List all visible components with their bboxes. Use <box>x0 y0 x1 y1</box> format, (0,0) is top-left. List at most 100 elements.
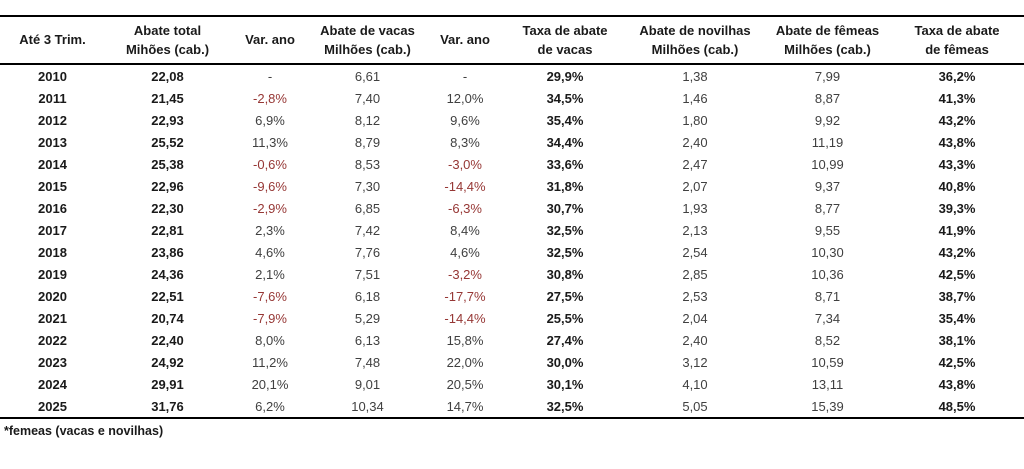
value-cell: 8,4% <box>450 222 480 238</box>
value-cell: -7,6% <box>253 288 287 304</box>
value-cell: 42,5% <box>938 354 976 370</box>
col-header-var-ano-total: Var. ano <box>230 16 310 65</box>
table-row: 2010 22,08 - 6,61 - 29,9% 1,38 7,99 36,2% <box>0 64 1024 87</box>
value-cell: 9,6% <box>450 112 480 128</box>
col-header-line2: Milhões (cab.) <box>784 42 871 57</box>
col-header-line1: Taxa de abate <box>522 22 608 38</box>
value-cell: 11,2% <box>252 354 288 370</box>
value-cell: 20,1% <box>251 376 289 392</box>
table-row: 2020 22,51 -7,6% 6,18 -17,7% 27,5% 2,53 8,71 38,… <box>0 285 1024 307</box>
value-cell: 2,54 <box>682 244 708 260</box>
value-cell: 3,12 <box>682 354 708 370</box>
year-cell: 2023 <box>38 354 67 370</box>
value-cell: -6,3% <box>448 200 482 216</box>
value-cell: 14,7% <box>446 398 484 414</box>
value-cell: 32,5% <box>546 398 584 414</box>
value-cell: -14,4% <box>444 178 486 194</box>
value-cell: 32,5% <box>546 222 584 238</box>
year-cell: 2018 <box>38 244 67 260</box>
value-cell: 39,3% <box>938 200 976 216</box>
year-cell: 2015 <box>38 178 67 194</box>
value-cell: 22,93 <box>151 112 184 128</box>
value-cell: 12,0% <box>446 90 484 106</box>
value-cell: 27,5% <box>546 288 584 304</box>
value-cell: 9,01 <box>354 376 381 392</box>
col-header-line2: Mihões (cab.) <box>125 42 210 57</box>
value-cell: -0,6% <box>253 156 287 172</box>
value-cell: 34,4% <box>546 134 584 150</box>
value-cell: 1,38 <box>682 68 708 84</box>
value-cell: 10,36 <box>811 266 844 282</box>
value-cell: 20,74 <box>151 310 184 326</box>
value-cell: 1,46 <box>682 90 708 106</box>
value-cell: 8,0% <box>255 332 285 348</box>
value-cell: 38,1% <box>938 332 976 348</box>
value-cell: 36,2% <box>938 68 976 84</box>
col-header-line1: Abate de vacas <box>320 22 415 38</box>
value-cell: 6,9% <box>255 112 285 128</box>
value-cell: 43,3% <box>938 156 976 172</box>
value-cell: 9,55 <box>814 222 841 238</box>
value-cell: 25,52 <box>151 134 184 150</box>
value-cell: 5,05 <box>682 398 708 414</box>
value-cell: 6,85 <box>354 200 381 216</box>
year-cell: 2014 <box>38 156 67 172</box>
value-cell: 31,8% <box>546 178 584 194</box>
table-row: 2025 31,76 6,2% 10,34 14,7% 32,5% 5,05 15,39 48,… <box>0 395 1024 418</box>
value-cell: 5,29 <box>354 310 381 326</box>
year-cell: 2019 <box>38 266 67 282</box>
value-cell: 2,40 <box>682 332 708 348</box>
table-header-row: Até 3 Trim. Abate total Mihões (cab.) Va… <box>0 16 1024 65</box>
col-header-line2: Milhões (cab.) <box>651 42 739 57</box>
value-cell: -14,4% <box>444 310 486 326</box>
value-cell: 31,76 <box>151 398 184 414</box>
col-header-abate-total: Abate total Mihões (cab.) <box>105 16 230 65</box>
value-cell: 7,76 <box>354 244 381 260</box>
value-cell: 7,51 <box>354 266 381 282</box>
value-cell: 2,47 <box>682 156 708 172</box>
value-cell: -7,9% <box>253 310 287 326</box>
table-row: 2016 22,30 -2,9% 6,85 -6,3% 30,7% 1,93 8,77 39,3… <box>0 197 1024 219</box>
value-cell: 8,53 <box>354 156 381 172</box>
year-cell: 2016 <box>38 200 67 216</box>
value-cell: 7,99 <box>814 68 841 84</box>
value-cell: 22,08 <box>151 68 184 84</box>
value-cell: 10,99 <box>811 156 844 172</box>
value-cell: 6,18 <box>354 288 381 304</box>
value-cell: 4,6% <box>255 244 285 260</box>
value-cell: 8,12 <box>354 112 381 128</box>
table-row: 2019 24,36 2,1% 7,51 -3,2% 30,8% 2,85 10,36 42,5… <box>0 263 1024 285</box>
table-row: 2023 24,92 11,2% 7,48 22,0% 30,0% 3,12 10,59 42,… <box>0 351 1024 373</box>
col-header-line1: Até 3 Trim. <box>19 32 86 48</box>
value-cell: 30,7% <box>546 200 584 216</box>
col-header-abate-femeas: Abate de fêmeas Milhões (cab.) <box>765 16 890 65</box>
value-cell: -3,0% <box>448 156 482 172</box>
value-cell: 24,92 <box>151 354 184 370</box>
table-row: 2013 25,52 11,3% 8,79 8,3% 34,4% 2,40 11,19 43,8… <box>0 131 1024 153</box>
value-cell: 2,07 <box>682 178 708 194</box>
value-cell: 7,34 <box>814 310 841 326</box>
table-row: 2011 21,45 -2,8% 7,40 12,0% 34,5% 1,46 8,87 41,3… <box>0 87 1024 109</box>
value-cell: 32,5% <box>546 244 584 260</box>
value-cell: -2,9% <box>253 200 287 216</box>
year-cell: 2021 <box>38 310 67 326</box>
table-row: 2018 23,86 4,6% 7,76 4,6% 32,5% 2,54 10,30 43,2% <box>0 241 1024 263</box>
value-cell: 30,0% <box>546 354 584 370</box>
value-cell: 7,48 <box>354 354 381 370</box>
value-cell: - <box>462 68 468 84</box>
value-cell: 7,30 <box>354 178 381 194</box>
col-header-var-ano-vacas: Var. ano <box>425 16 505 65</box>
value-cell: 10,34 <box>351 398 384 414</box>
value-cell: 8,79 <box>354 134 381 150</box>
value-cell: 33,6% <box>546 156 584 172</box>
year-cell: 2020 <box>38 288 67 304</box>
col-header-taxa-abate-femeas: Taxa de abate de fêmeas <box>890 16 1024 65</box>
year-cell: 2024 <box>38 376 67 392</box>
slaughter-stats-table-container: Até 3 Trim. Abate total Mihões (cab.) Va… <box>0 15 1024 438</box>
value-cell: 11,3% <box>252 134 288 150</box>
value-cell: 43,2% <box>938 244 976 260</box>
value-cell: 2,85 <box>682 266 708 282</box>
value-cell: 2,40 <box>682 134 708 150</box>
value-cell: 8,87 <box>814 90 841 106</box>
value-cell: 48,5% <box>938 398 976 414</box>
